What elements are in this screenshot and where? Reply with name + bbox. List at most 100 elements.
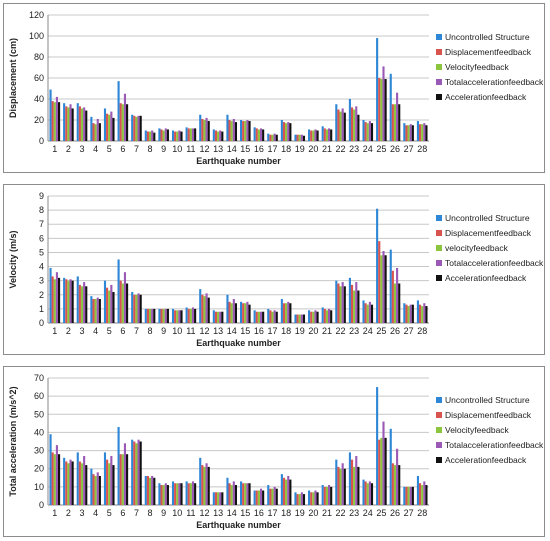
- bar: [226, 114, 229, 141]
- bar: [96, 472, 99, 505]
- bar: [119, 454, 122, 505]
- bar: [158, 128, 161, 141]
- bar: [350, 459, 354, 505]
- bar: [328, 128, 331, 141]
- bar: [423, 481, 426, 505]
- bar: [308, 490, 311, 505]
- bar: [221, 492, 224, 505]
- bar: [212, 129, 215, 141]
- bar: [137, 293, 140, 323]
- bar: [262, 490, 265, 505]
- legend-label: Uncontrolled Structure: [445, 213, 530, 223]
- x-tick-label: 22: [336, 144, 346, 154]
- legend-label: Displacementfeedback: [445, 47, 532, 57]
- bar: [341, 463, 344, 505]
- bar: [269, 134, 272, 141]
- bar: [380, 437, 383, 505]
- bar: [139, 294, 142, 323]
- x-tick-label: 19: [295, 508, 305, 518]
- bar: [310, 130, 313, 141]
- bar: [242, 121, 245, 141]
- bar: [294, 492, 297, 505]
- bar: [76, 452, 79, 505]
- bar: [370, 123, 374, 141]
- bar: [55, 96, 58, 141]
- bar: [421, 485, 424, 505]
- bar: [328, 485, 331, 505]
- bar: [353, 290, 356, 323]
- x-tick-label: 4: [93, 508, 98, 518]
- bar: [174, 310, 177, 323]
- bar: [393, 465, 397, 505]
- bar: [242, 483, 245, 505]
- bar: [137, 439, 140, 505]
- x-tick-label: 23: [349, 144, 359, 154]
- bar: [103, 108, 107, 141]
- legend-label: velocityfeedback: [445, 243, 509, 253]
- bar: [144, 130, 147, 141]
- bar: [389, 249, 392, 323]
- bar: [240, 120, 243, 141]
- x-tick-label: 9: [161, 326, 166, 336]
- bar: [396, 267, 399, 323]
- bar: [389, 73, 392, 141]
- x-axis-title: Earthquake number: [196, 520, 281, 530]
- x-tick-label: 11: [186, 508, 195, 518]
- bar: [187, 483, 190, 505]
- bar: [232, 481, 235, 505]
- bar: [275, 488, 278, 505]
- bar: [376, 208, 379, 323]
- bar: [357, 290, 360, 323]
- bar: [90, 116, 93, 141]
- bar: [255, 128, 258, 141]
- bar: [78, 106, 81, 141]
- bar: [219, 492, 222, 505]
- legend-label: Totalaccelerationfeedback: [445, 440, 544, 450]
- bar: [80, 463, 84, 505]
- bar: [384, 255, 387, 323]
- bar: [405, 486, 408, 505]
- x-tick-label: 15: [240, 144, 250, 154]
- bar: [423, 123, 426, 141]
- bar: [280, 120, 283, 141]
- bar: [242, 303, 245, 323]
- x-tick-label: 3: [80, 144, 85, 154]
- bar: [174, 131, 177, 141]
- bar: [362, 479, 365, 505]
- bar: [67, 280, 70, 323]
- legend-swatch: [436, 94, 442, 100]
- legend-swatch: [436, 260, 442, 266]
- bar: [289, 123, 292, 141]
- x-tick-label: 2: [66, 326, 71, 336]
- bar: [382, 251, 385, 323]
- bar: [217, 492, 220, 505]
- bar: [339, 111, 342, 141]
- bar: [98, 123, 101, 141]
- bar: [267, 133, 270, 141]
- bar: [185, 481, 188, 505]
- bar: [262, 129, 265, 141]
- bar: [92, 299, 95, 323]
- x-tick-label: 16: [254, 144, 264, 154]
- bar: [275, 311, 278, 323]
- bar: [191, 128, 195, 141]
- bar: [294, 314, 297, 323]
- bar: [300, 492, 303, 505]
- y-tick-label: 9: [39, 191, 44, 201]
- bar: [164, 483, 167, 505]
- y-tick-label: 20: [34, 115, 44, 125]
- bar: [85, 110, 88, 141]
- bar: [98, 475, 101, 505]
- bar: [330, 310, 333, 323]
- bar: [153, 308, 156, 323]
- bar: [389, 428, 392, 505]
- bar: [269, 488, 272, 505]
- bar: [248, 304, 251, 323]
- bar: [259, 488, 263, 505]
- legend-label: Totalaccelerationfeedback: [445, 258, 544, 268]
- bar: [350, 107, 354, 141]
- bar: [205, 117, 208, 141]
- bar: [51, 101, 54, 141]
- bar: [419, 483, 422, 505]
- x-tick-label: 21: [322, 326, 332, 336]
